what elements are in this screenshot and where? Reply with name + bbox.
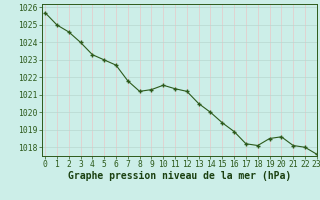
X-axis label: Graphe pression niveau de la mer (hPa): Graphe pression niveau de la mer (hPa) (68, 171, 291, 181)
